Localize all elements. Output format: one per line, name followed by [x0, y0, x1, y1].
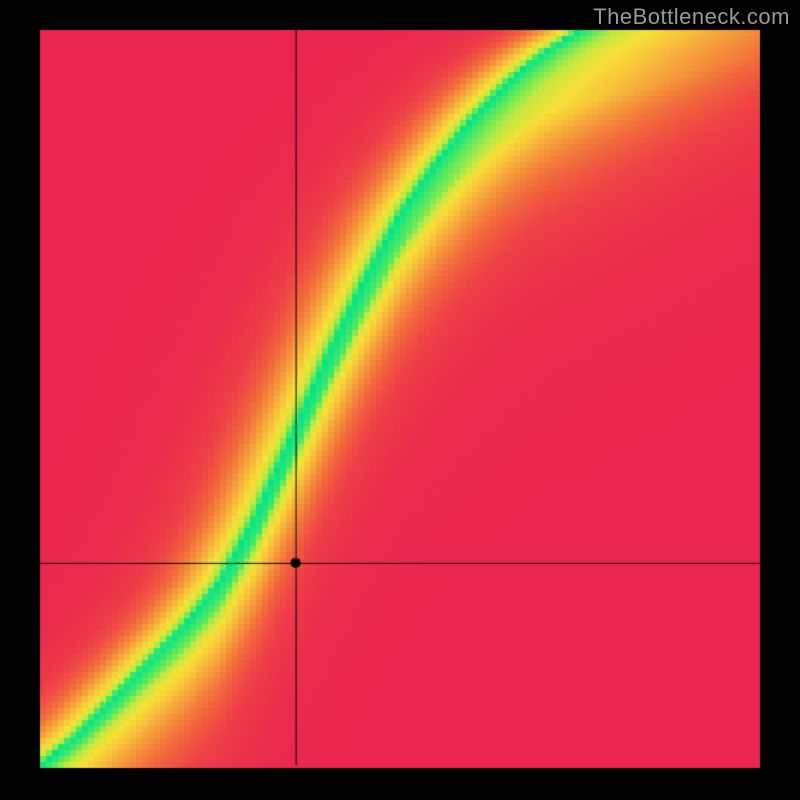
heatmap-canvas [0, 0, 800, 800]
chart-container: TheBottleneck.com [0, 0, 800, 800]
watermark-text: TheBottleneck.com [593, 4, 790, 30]
